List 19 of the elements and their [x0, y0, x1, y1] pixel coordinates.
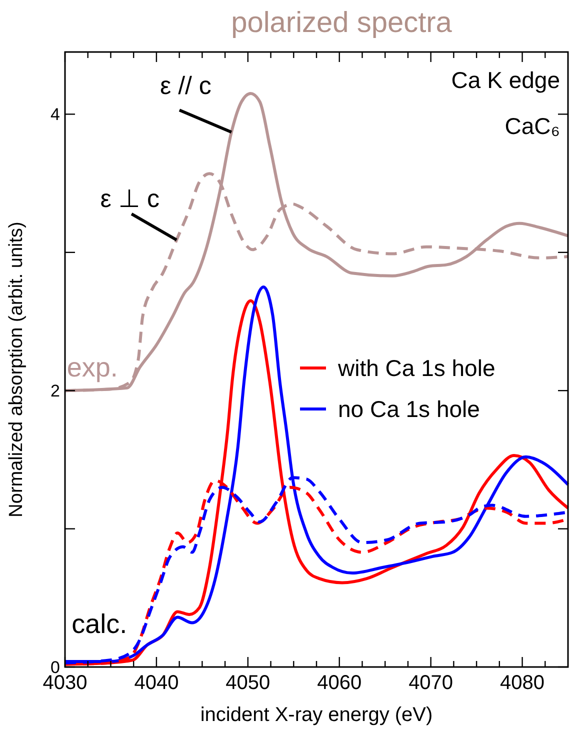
- x-tick-label: 4080: [500, 672, 545, 694]
- x-tick-label: 4030: [42, 672, 88, 694]
- x-tick-label: 4050: [226, 672, 270, 694]
- x-tick-label: 4060: [317, 672, 362, 694]
- x-tick-label: 4040: [134, 672, 179, 694]
- annotation: ε ⊥ c: [100, 184, 160, 213]
- legend-label: no Ca 1s hole: [338, 396, 480, 422]
- y-tick-label: 4: [50, 105, 60, 124]
- annotation: CaC₆: [504, 113, 560, 139]
- chart-title: polarized spectra: [231, 7, 453, 39]
- legend-label: with Ca 1s hole: [337, 355, 496, 382]
- annotation: Ca K edge: [451, 67, 560, 93]
- annotation: ε // c: [160, 72, 212, 100]
- x-axis-title: incident X-ray energy (eV): [200, 704, 433, 726]
- x-tick-label: 4070: [408, 672, 454, 694]
- annotation: exp.: [66, 352, 118, 383]
- annotation: calc.: [72, 608, 128, 639]
- y-axis-title: Normalized absorption (arbit. units): [6, 222, 27, 518]
- y-tick-label: 2: [50, 382, 60, 401]
